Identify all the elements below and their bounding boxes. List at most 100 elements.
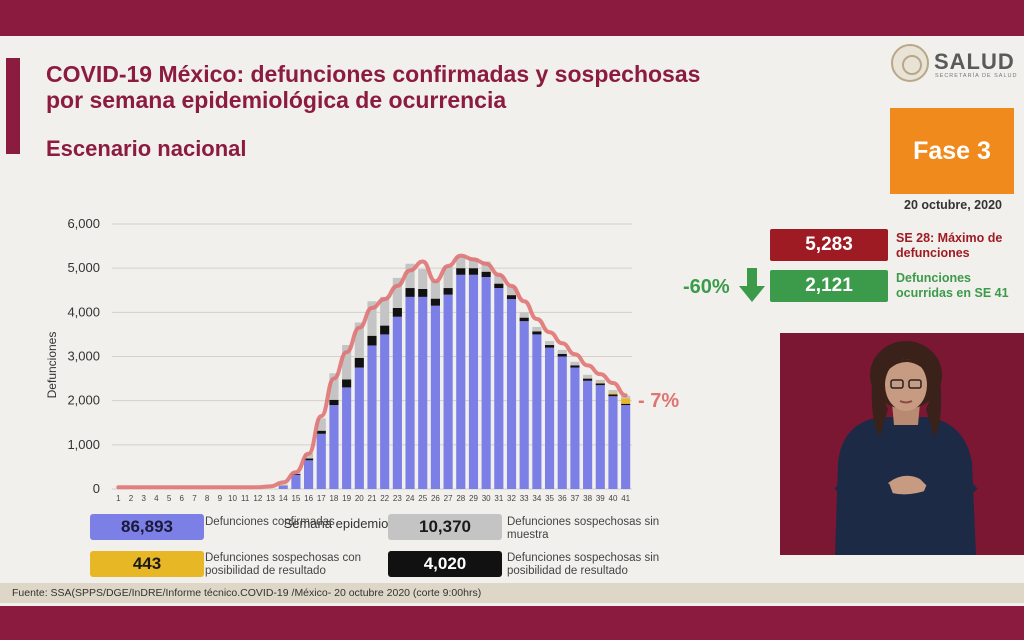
- bar-confirmed: [392, 316, 402, 489]
- bar-confirmed: [418, 296, 428, 489]
- x-tick-label: 15: [291, 494, 300, 503]
- bar-confirmed: [367, 345, 377, 489]
- bar-sosp_sin_muestra: [443, 265, 453, 289]
- y-tick-label: 1,000: [67, 437, 100, 452]
- bar-sosp_sin_muestra: [519, 312, 529, 318]
- bar-sosp_sin_posibilidad: [621, 403, 631, 406]
- legend-label: Defunciones sospechosas sin muestra: [507, 516, 660, 541]
- bar-sosp_sin_posibilidad: [304, 458, 314, 461]
- trend-curve: [116, 253, 628, 490]
- legend-value-box: 86,893: [90, 514, 204, 540]
- bar-sosp_sin_muestra: [354, 322, 364, 358]
- bar-sosp_sin_muestra: [532, 326, 542, 332]
- max-deaths-label: SE 28: Máximo de defunciones: [896, 231, 1003, 260]
- x-tick-label: 27: [444, 494, 453, 503]
- bar-confirmed: [494, 288, 504, 489]
- x-tick-label: 3: [141, 494, 146, 503]
- x-tick-label: 18: [329, 494, 338, 503]
- bar-sosp_sin_posibilidad: [354, 357, 364, 368]
- bar-sosp_sin_posibilidad: [329, 399, 339, 406]
- x-tick-label: 22: [380, 494, 389, 503]
- x-tick-label: 31: [494, 494, 503, 503]
- legend-label: Defunciones sospechosas con posibilidad …: [205, 552, 361, 577]
- bar-sosp_posibilidad: [608, 393, 618, 395]
- x-tick-label: 2: [129, 494, 134, 503]
- bar-confirmed: [557, 356, 567, 489]
- bar-confirmed: [316, 433, 326, 489]
- title-accent-bar: [6, 58, 20, 154]
- source-note: Fuente: SSA(SPPS/DGE/InDRE/Informe técni…: [12, 587, 482, 599]
- bar-sosp_sin_muestra: [304, 453, 314, 459]
- bar-sosp_sin_posibilidad: [519, 317, 529, 322]
- x-tick-label: 13: [266, 494, 275, 503]
- x-tick-label: 8: [205, 494, 210, 503]
- bar-sosp_sin_posibilidad: [316, 430, 326, 434]
- last-week-deaths-label: Defunciones ocurridas en SE 41: [896, 271, 1009, 300]
- bar-sosp_sin_posibilidad: [608, 394, 618, 397]
- bar-confirmed: [380, 334, 390, 489]
- x-tick-label: 25: [418, 494, 427, 503]
- bar-confirmed: [621, 405, 631, 489]
- x-tick-label: 26: [431, 494, 440, 503]
- bar-sosp_sin_posibilidad: [570, 365, 580, 368]
- title-line-2: por semana epidemiológica de ocurrencia: [46, 87, 507, 113]
- bar-confirmed: [304, 460, 314, 489]
- slide: COVID-19 México: defunciones confirmadas…: [0, 36, 1024, 606]
- y-tick-label: 5,000: [67, 260, 100, 275]
- bar-sosp_sin_muestra: [329, 373, 339, 400]
- title-line-1: COVID-19 México: defunciones confirmadas…: [46, 61, 701, 87]
- bar-sosp_sin_muestra: [506, 286, 517, 296]
- bar-confirmed: [544, 347, 555, 489]
- bar-sosp_sin_posibilidad: [291, 473, 301, 475]
- x-tick-label: 29: [469, 494, 478, 503]
- bar-sosp_sin_posibilidad: [392, 307, 402, 317]
- bar-sosp_sin_muestra: [380, 296, 390, 326]
- footer: Fuente: SSA(SPPS/DGE/InDRE/Informe técni…: [0, 583, 1024, 603]
- bar-sosp_sin_muestra: [278, 484, 288, 486]
- bar-sosp_sin_posibilidad: [557, 353, 567, 357]
- x-tick-label: 37: [570, 494, 579, 503]
- y-tick-label: 4,000: [67, 304, 100, 319]
- bar-sosp_sin_muestra: [557, 349, 567, 354]
- bar-confirmed: [291, 474, 301, 489]
- bar-sosp_sin_muestra: [583, 374, 593, 379]
- bar-confirmed: [506, 299, 517, 489]
- bar-sosp_sin_posibilidad: [380, 325, 390, 335]
- bar-sosp_posibilidad: [621, 398, 631, 404]
- x-tick-label: 5: [167, 494, 172, 503]
- legend-value-box: 10,370: [388, 514, 502, 540]
- bar-sosp_sin_posibilidad: [494, 283, 504, 289]
- bar-sosp_sin_muestra: [418, 269, 428, 289]
- bar-confirmed: [583, 380, 593, 489]
- bar-sosp_sin_muestra: [468, 258, 479, 269]
- bar-sosp_sin_posibilidad: [405, 288, 415, 297]
- x-tick-label: 40: [609, 494, 618, 503]
- y-tick-label: 3,000: [67, 349, 100, 364]
- x-tick-label: 9: [218, 494, 223, 503]
- arrow-down-icon: [739, 268, 765, 302]
- x-tick-label: 6: [180, 494, 185, 503]
- x-tick-label: 20: [355, 494, 364, 503]
- percent-change: -60%: [683, 276, 730, 298]
- bar-sosp_sin_muestra: [494, 274, 504, 284]
- salud-logo: SALUD SECRETARÍA DE SALUD: [888, 42, 1018, 86]
- x-tick-label: 14: [279, 494, 288, 503]
- y-tick-label: 6,000: [67, 216, 100, 231]
- x-tick-label: 1: [116, 494, 121, 503]
- x-tick-label: 24: [406, 494, 415, 503]
- x-tick-label: 21: [368, 494, 377, 503]
- report-date: 20 octubre, 2020: [904, 198, 1002, 212]
- y-tick-label: 2,000: [67, 393, 100, 408]
- logo-name: SALUD: [934, 49, 1015, 74]
- bar-sosp_sin_muestra: [456, 256, 466, 269]
- x-tick-label: 16: [304, 494, 313, 503]
- bar-confirmed: [468, 274, 479, 489]
- phase-badge: Fase 3: [890, 108, 1014, 194]
- bar-confirmed: [329, 405, 339, 489]
- mexico-seal-icon: [891, 44, 929, 82]
- bar-sosp_sin_muestra: [405, 263, 415, 289]
- bar-sosp_sin_muestra: [430, 280, 440, 299]
- last-week-deaths-box: 2,121: [770, 270, 888, 302]
- bar-sosp_sin_posibilidad: [544, 345, 555, 348]
